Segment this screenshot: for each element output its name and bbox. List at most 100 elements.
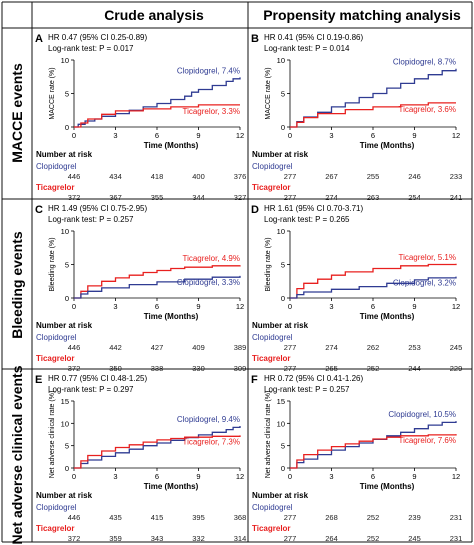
risk-row-label: Ticagrelor <box>252 183 291 192</box>
annotation-line-0: HR 1.49 (95% CI 0.75-2.95) <box>48 204 147 213</box>
risk-count: 446 <box>68 513 81 522</box>
x-tick-label: 12 <box>452 472 460 481</box>
column-header-crude: Crude analysis <box>104 7 204 23</box>
x-axis-label: Time (Months) <box>144 141 199 150</box>
risk-count: 239 <box>408 513 421 522</box>
risk-row-label: Ticagrelor <box>252 354 291 363</box>
risk-row-label: Clopidogrel <box>36 503 77 512</box>
x-tick-label: 3 <box>113 302 117 311</box>
risk-count: 263 <box>367 193 380 202</box>
risk-count: 253 <box>408 343 421 352</box>
annotation-line-0: HR 0.72 (95% CI 0.41-1.26) <box>264 374 363 383</box>
y-tick-label: 0 <box>281 123 285 132</box>
risk-count: 332 <box>192 534 205 543</box>
series-label-ticagrelor: Ticagrelor, 5.1% <box>398 253 456 262</box>
series-label-clopidogrel: Clopidogrel, 9.4% <box>177 415 240 424</box>
y-axis-label: Net adverse clinical rate (%) <box>265 391 272 479</box>
x-tick-label: 12 <box>236 131 244 140</box>
series-line-clopidogrel <box>74 275 241 299</box>
row-header-net-adverse: Net adverse clinical events <box>9 365 25 544</box>
y-axis-label: Bleeding rate (%) <box>265 237 272 291</box>
panel-a: A HR 0.47 (95% CI 0.25-0.89) Log-rank test… <box>35 33 246 202</box>
risk-count: 274 <box>325 343 338 352</box>
risk-count: 400 <box>192 172 205 181</box>
series-line-clopidogrel <box>290 421 457 469</box>
risk-count: 442 <box>109 343 122 352</box>
series-line-clopidogrel <box>290 276 457 299</box>
series-label-clopidogrel: Clopidogrel, 3.2% <box>393 279 456 288</box>
x-tick-label: 0 <box>72 302 76 311</box>
x-tick-label: 3 <box>329 472 333 481</box>
panel-letter: E <box>35 374 42 386</box>
x-tick-label: 12 <box>236 472 244 481</box>
risk-count: 395 <box>192 513 205 522</box>
row-header-bleeding: Bleeding events <box>9 231 25 339</box>
risk-count: 231 <box>450 513 463 522</box>
x-axis-label: Time (Months) <box>360 312 415 321</box>
risk-count: 418 <box>151 172 164 181</box>
annotation-line-1: Log-rank test: P = 0.265 <box>264 215 350 224</box>
x-tick-label: 6 <box>155 472 159 481</box>
risk-count: 359 <box>109 534 122 543</box>
risk-row-label: Clopidogrel <box>36 162 77 171</box>
y-axis-label: MACCE rate (%) <box>265 67 272 119</box>
x-tick-label: 12 <box>236 302 244 311</box>
x-axis-label: Time (Months) <box>360 482 415 491</box>
risk-table-title: Number at risk <box>36 491 93 500</box>
annotation-line-0: HR 0.47 (95% CI 0.25-0.89) <box>48 33 147 42</box>
x-tick-label: 6 <box>155 302 159 311</box>
risk-count: 350 <box>109 364 122 373</box>
series-label-ticagrelor: Ticagrelor, 3.6% <box>398 105 456 114</box>
risk-count: 245 <box>450 343 463 352</box>
risk-count: 252 <box>367 364 380 373</box>
y-tick-label: 0 <box>281 464 285 473</box>
risk-count: 277 <box>284 513 297 522</box>
risk-count: 254 <box>408 193 421 202</box>
series-label-clopidogrel: Clopidogrel, 8.7% <box>393 58 456 67</box>
x-tick-label: 6 <box>371 472 375 481</box>
annotation-line-0: HR 0.41 (95% CI 0.19-0.86) <box>264 33 363 42</box>
series-line-clopidogrel <box>74 77 241 128</box>
panel-c: C HR 1.49 (95% CI 0.75-2.95) Log-rank test… <box>35 204 246 373</box>
y-tick-label: 10 <box>61 56 69 65</box>
x-tick-label: 6 <box>371 131 375 140</box>
series-line-ticagrelor <box>74 435 241 469</box>
x-axis-label: Time (Months) <box>144 482 199 491</box>
series-label-ticagrelor: Ticagrelor, 7.3% <box>182 437 240 446</box>
risk-count: 415 <box>151 513 164 522</box>
x-tick-label: 9 <box>196 472 200 481</box>
x-tick-label: 9 <box>412 131 416 140</box>
row-header-macce: MACCE events <box>9 63 25 163</box>
series-line-clopidogrel <box>74 426 241 469</box>
x-tick-label: 3 <box>329 131 333 140</box>
risk-table-title: Number at risk <box>36 321 93 330</box>
risk-row-label: Clopidogrel <box>252 333 293 342</box>
series-line-ticagrelor <box>74 104 240 128</box>
risk-count: 274 <box>325 193 338 202</box>
y-tick-label: 0 <box>65 123 69 132</box>
series-line-ticagrelor <box>290 434 457 469</box>
panel-f: F HR 0.72 (95% CI 0.41-1.26) Log-rank test… <box>251 374 462 543</box>
y-tick-label: 5 <box>281 442 285 451</box>
series-label-ticagrelor: Ticagrelor, 3.3% <box>182 107 240 116</box>
risk-count: 241 <box>450 193 463 202</box>
series-line-ticagrelor <box>290 102 456 128</box>
risk-count: 372 <box>68 534 81 543</box>
risk-count: 389 <box>234 343 247 352</box>
panel-letter: C <box>35 204 43 216</box>
x-tick-label: 9 <box>412 472 416 481</box>
risk-count: 246 <box>408 172 421 181</box>
x-tick-label: 0 <box>288 472 292 481</box>
x-tick-label: 12 <box>452 131 460 140</box>
x-tick-label: 3 <box>113 472 117 481</box>
y-tick-label: 10 <box>277 56 285 65</box>
y-tick-label: 0 <box>65 294 69 303</box>
y-axis-label: MACCE rate (%) <box>49 67 56 119</box>
risk-count: 264 <box>325 534 338 543</box>
panel-letter: D <box>251 204 259 216</box>
x-tick-label: 0 <box>72 472 76 481</box>
y-tick-label: 10 <box>277 227 285 236</box>
series-label-clopidogrel: Clopidogrel, 10.5% <box>388 410 456 419</box>
annotation-line-1: Log-rank test: P = 0.297 <box>48 385 134 394</box>
